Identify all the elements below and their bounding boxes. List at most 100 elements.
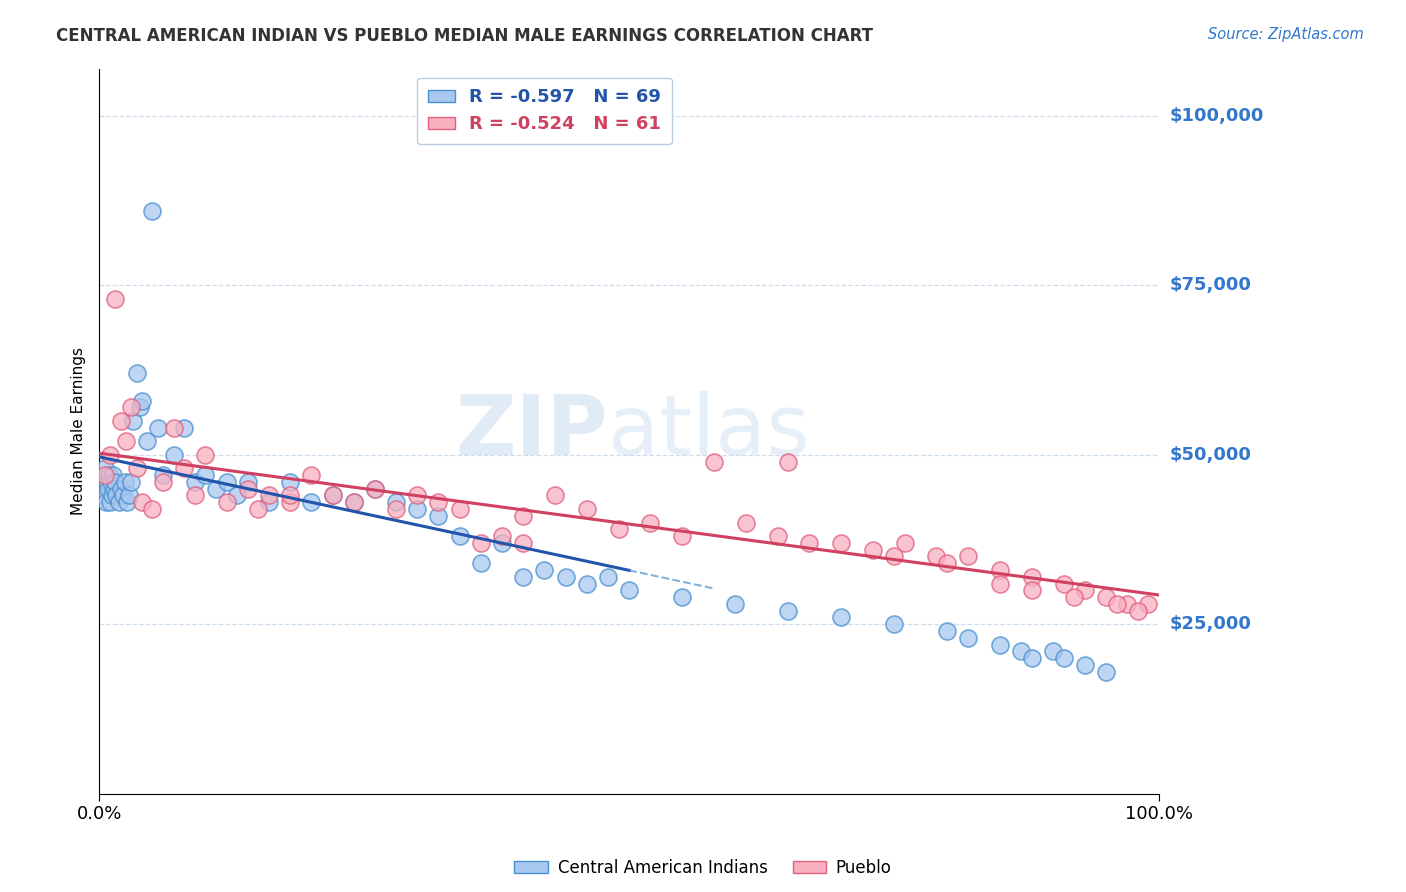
Point	[162, 448, 184, 462]
Point	[114, 475, 136, 489]
Point	[104, 475, 127, 489]
Point	[91, 475, 114, 489]
Point	[1074, 583, 1097, 598]
Point	[205, 482, 228, 496]
Point	[799, 536, 821, 550]
Point	[766, 529, 789, 543]
Point	[93, 468, 115, 483]
Point	[257, 488, 280, 502]
Point	[385, 495, 408, 509]
Point	[299, 495, 322, 509]
Point	[141, 203, 163, 218]
Point	[449, 529, 471, 543]
Point	[830, 610, 852, 624]
Point	[94, 495, 117, 509]
Point	[512, 536, 534, 550]
Point	[98, 495, 121, 509]
Point	[128, 401, 150, 415]
Point	[236, 475, 259, 489]
Point	[449, 502, 471, 516]
Point	[343, 495, 366, 509]
Point	[544, 488, 567, 502]
Point	[1021, 570, 1043, 584]
Point	[141, 502, 163, 516]
Point	[93, 461, 115, 475]
Y-axis label: Median Male Earnings: Median Male Earnings	[72, 347, 86, 515]
Point	[343, 495, 366, 509]
Point	[607, 522, 630, 536]
Point	[96, 475, 118, 489]
Point	[100, 475, 122, 489]
Text: $75,000: $75,000	[1170, 277, 1251, 294]
Point	[103, 468, 125, 483]
Point	[104, 292, 127, 306]
Point	[512, 570, 534, 584]
Point	[278, 495, 301, 509]
Point	[173, 420, 195, 434]
Point	[862, 542, 884, 557]
Point	[385, 502, 408, 516]
Point	[1116, 597, 1139, 611]
Point	[671, 529, 693, 543]
Text: CENTRAL AMERICAN INDIAN VS PUEBLO MEDIAN MALE EARNINGS CORRELATION CHART: CENTRAL AMERICAN INDIAN VS PUEBLO MEDIAN…	[56, 27, 873, 45]
Text: ZIP: ZIP	[456, 391, 607, 472]
Point	[957, 631, 980, 645]
Point	[278, 488, 301, 502]
Point	[146, 420, 169, 434]
Point	[93, 488, 115, 502]
Point	[152, 468, 174, 483]
Point	[988, 563, 1011, 577]
Legend: Central American Indians, Pueblo: Central American Indians, Pueblo	[508, 853, 898, 884]
Point	[575, 502, 598, 516]
Point	[703, 454, 725, 468]
Text: Source: ZipAtlas.com: Source: ZipAtlas.com	[1208, 27, 1364, 42]
Point	[98, 448, 121, 462]
Point	[883, 617, 905, 632]
Point	[427, 508, 450, 523]
Point	[883, 549, 905, 564]
Point	[427, 495, 450, 509]
Point	[778, 454, 800, 468]
Text: $100,000: $100,000	[1170, 107, 1264, 125]
Point	[194, 468, 217, 483]
Point	[110, 482, 132, 496]
Point	[925, 549, 948, 564]
Point	[1126, 604, 1149, 618]
Point	[247, 502, 270, 516]
Point	[936, 556, 959, 570]
Point	[115, 434, 138, 449]
Point	[236, 482, 259, 496]
Point	[893, 536, 915, 550]
Point	[406, 502, 429, 516]
Point	[215, 495, 238, 509]
Point	[364, 482, 387, 496]
Point	[257, 495, 280, 509]
Point	[226, 488, 249, 502]
Point	[152, 475, 174, 489]
Point	[103, 482, 125, 496]
Point	[1042, 644, 1064, 658]
Point	[184, 488, 207, 502]
Point	[131, 495, 153, 509]
Point	[98, 468, 121, 483]
Point	[1052, 651, 1074, 665]
Point	[596, 570, 619, 584]
Point	[125, 461, 148, 475]
Point	[215, 475, 238, 489]
Point	[988, 638, 1011, 652]
Point	[115, 495, 138, 509]
Point	[184, 475, 207, 489]
Point	[299, 468, 322, 483]
Text: $50,000: $50,000	[1170, 446, 1251, 464]
Point	[533, 563, 555, 577]
Point	[491, 536, 513, 550]
Text: $25,000: $25,000	[1170, 615, 1251, 633]
Point	[101, 488, 124, 502]
Point	[957, 549, 980, 564]
Point	[512, 508, 534, 523]
Point	[778, 604, 800, 618]
Point	[194, 448, 217, 462]
Point	[111, 488, 134, 502]
Point	[640, 516, 662, 530]
Point	[1063, 590, 1085, 604]
